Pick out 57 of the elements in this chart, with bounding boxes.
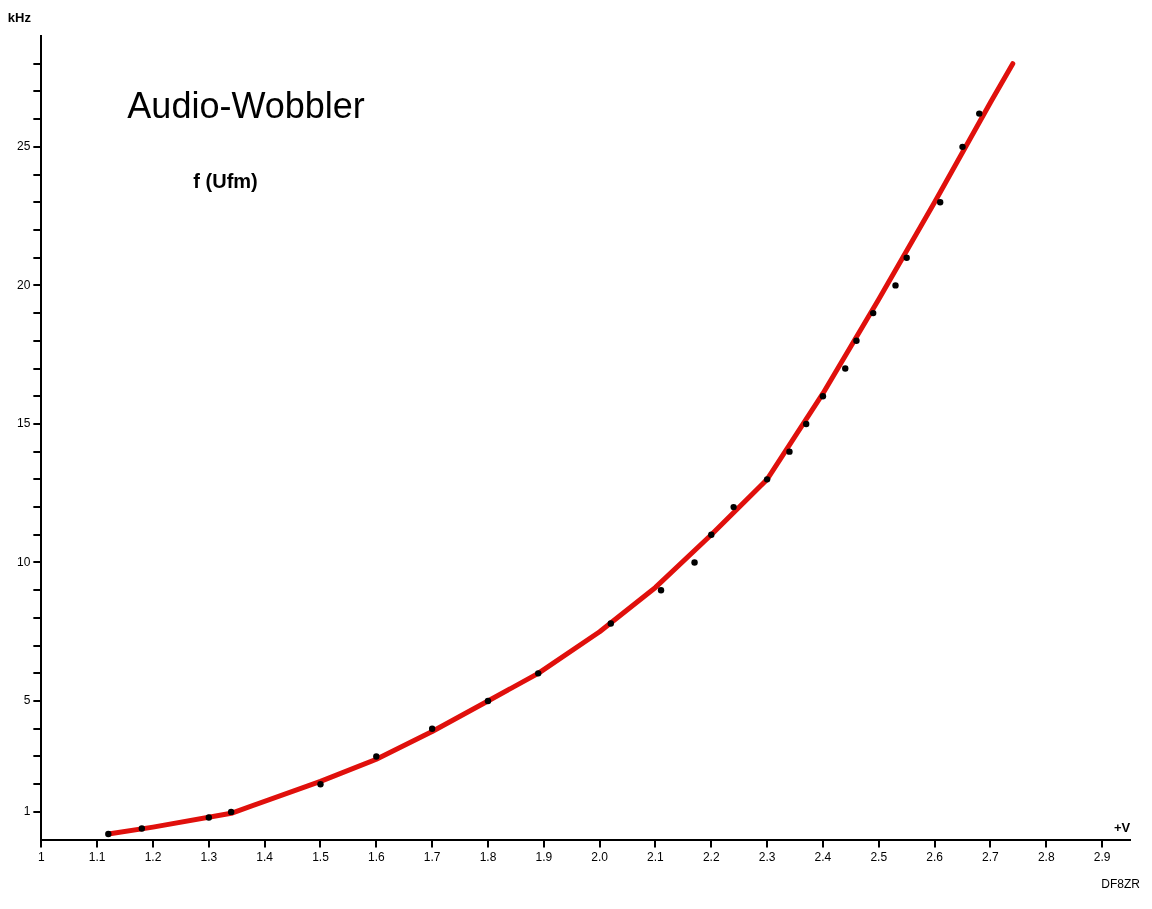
x-tick-label: 1.5 xyxy=(312,850,330,865)
point xyxy=(763,476,771,483)
x-tick-label: 1.2 xyxy=(144,850,162,865)
x-tick-label: 1.1 xyxy=(88,850,106,865)
point xyxy=(869,309,877,317)
point xyxy=(657,587,665,594)
point xyxy=(535,670,542,677)
point xyxy=(842,365,849,372)
x-tick-label: 1.6 xyxy=(367,850,385,865)
point xyxy=(138,825,146,832)
x-tick-label: 2.8 xyxy=(1037,850,1055,865)
point xyxy=(892,282,899,289)
y-tick-label: 20 xyxy=(16,277,31,292)
x-tick-label: 1.8 xyxy=(479,850,497,865)
y-tick-label: 5 xyxy=(23,693,31,708)
x-tick-label: 1 xyxy=(38,850,45,865)
x-tick-label: 2.2 xyxy=(702,850,720,865)
y-tick-label: 10 xyxy=(16,554,31,569)
x-tick-label: 2.0 xyxy=(591,850,609,865)
point xyxy=(205,814,213,821)
point xyxy=(903,254,910,261)
point xyxy=(373,753,380,760)
x-tick-label: 2.9 xyxy=(1093,850,1111,865)
point xyxy=(317,780,324,788)
text: DF8ZR xyxy=(1101,877,1141,891)
x-tick-label: 2.4 xyxy=(814,850,832,865)
point xyxy=(786,448,793,455)
text: Audio-Wobbler xyxy=(127,85,365,126)
x-tick-label: 2.3 xyxy=(758,850,776,865)
point xyxy=(959,143,966,151)
point xyxy=(803,420,810,428)
y-axis-title: kHz xyxy=(7,10,32,25)
x-tick-label: 2.7 xyxy=(982,850,1000,865)
point xyxy=(105,830,112,838)
x-tick-label: 1.3 xyxy=(200,850,218,865)
point xyxy=(428,725,436,732)
point xyxy=(976,110,983,117)
point xyxy=(730,503,737,511)
point xyxy=(936,199,944,206)
point xyxy=(853,337,860,345)
x-tick-label: 1.4 xyxy=(256,850,274,865)
x-tick-label: 1.9 xyxy=(535,850,553,865)
annotation: f (Ufm) xyxy=(193,170,258,192)
x-tick-label: 2.5 xyxy=(870,850,888,865)
point xyxy=(708,531,715,538)
x-tick-label: 2.6 xyxy=(926,850,944,865)
x-axis-title: +V xyxy=(1113,819,1131,835)
point xyxy=(607,620,614,627)
y-tick-label: 15 xyxy=(16,416,31,431)
point xyxy=(227,808,235,816)
y-tick-label: 1 xyxy=(23,804,31,819)
y-tick-label: 25 xyxy=(16,139,31,154)
point xyxy=(484,697,492,705)
point xyxy=(691,559,698,566)
x-tick-label: 1.7 xyxy=(423,850,441,865)
point xyxy=(819,393,827,400)
x-tick-label: 2.1 xyxy=(647,850,665,865)
